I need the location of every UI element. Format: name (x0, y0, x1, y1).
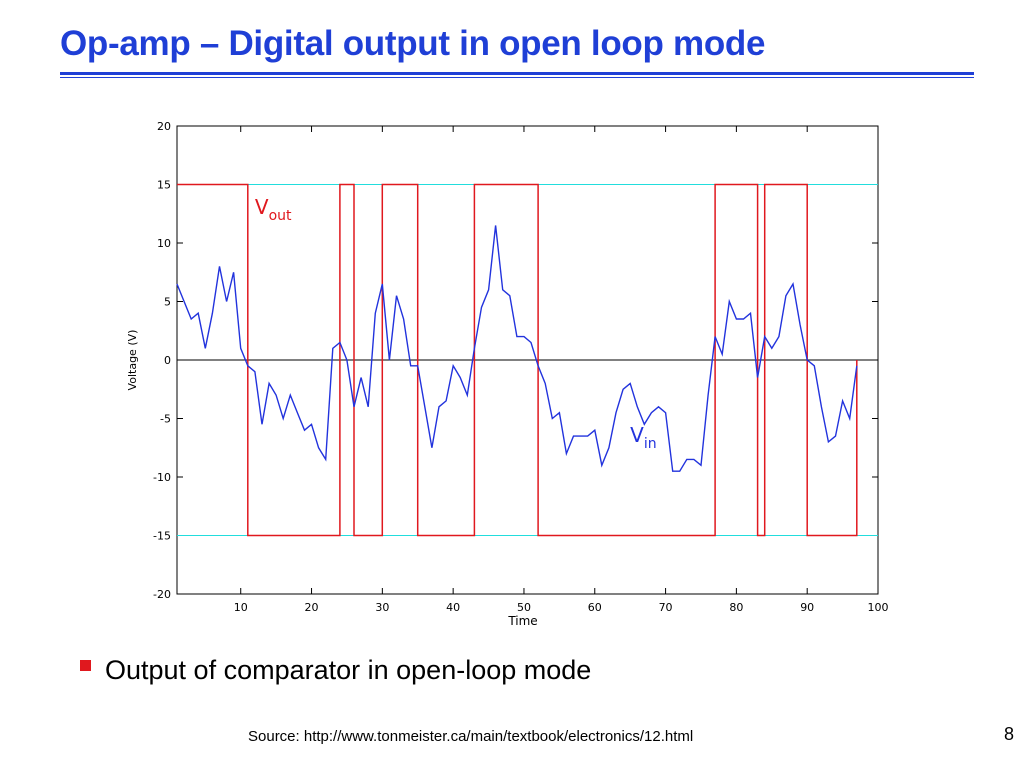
x-tick-label: 10 (234, 601, 248, 614)
vout-label: Vout (255, 195, 292, 224)
y-tick-label: 5 (164, 296, 171, 309)
chart-svg: -20 -15 -10 -5 0 5 10 15 20 10 20 30 40 50 60 70 80 90 100… (126, 120, 889, 628)
series-lines (176, 183, 858, 537)
y-axis-label: Voltage (V) (126, 330, 139, 391)
vin-series-line (176, 225, 858, 472)
y-tick-label: 10 (157, 237, 171, 250)
vin-label: Vin (630, 423, 656, 452)
axis-ticks: -20 -15 -10 -5 0 5 10 15 20 10 20 30 40 50 60 70 80 90 100 (153, 120, 888, 614)
y-tick-label: -10 (153, 471, 171, 484)
annotations: Vout Vin (255, 195, 657, 452)
bullet-text: Output of comparator in open-loop mode (105, 655, 592, 685)
x-tick-label: 20 (305, 601, 319, 614)
x-tick-label: 80 (729, 601, 743, 614)
title-underline (60, 72, 974, 78)
y-tick-label: -5 (160, 413, 171, 426)
x-tick-label: 100 (868, 601, 889, 614)
y-tick-label: -20 (153, 588, 171, 601)
bullet-square-icon (80, 660, 91, 672)
slide-title: Op-amp – Digital output in open loop mod… (60, 24, 766, 63)
x-tick-label: 70 (659, 601, 673, 614)
source-citation: Source: http://www.tonmeister.ca/main/te… (248, 728, 694, 745)
chart: -20 -15 -10 -5 0 5 10 15 20 10 20 30 40 50 60 70 80 90 100… (120, 112, 900, 637)
y-tick-label: 0 (164, 354, 171, 367)
vout-series-line (177, 183, 858, 537)
x-tick-label: 60 (588, 601, 602, 614)
y-tick-label: -15 (153, 530, 171, 543)
x-tick-label: 30 (375, 601, 389, 614)
x-axis-label: Time (507, 614, 537, 628)
x-tick-label: 40 (446, 601, 460, 614)
bullet-item: Output of comparator in open-loop mode (80, 655, 591, 686)
page-number: 8 (1003, 724, 1014, 744)
y-tick-label: 15 (157, 179, 171, 192)
y-tick-label: 20 (157, 120, 171, 133)
x-tick-label: 90 (800, 601, 814, 614)
x-tick-label: 50 (517, 601, 531, 614)
